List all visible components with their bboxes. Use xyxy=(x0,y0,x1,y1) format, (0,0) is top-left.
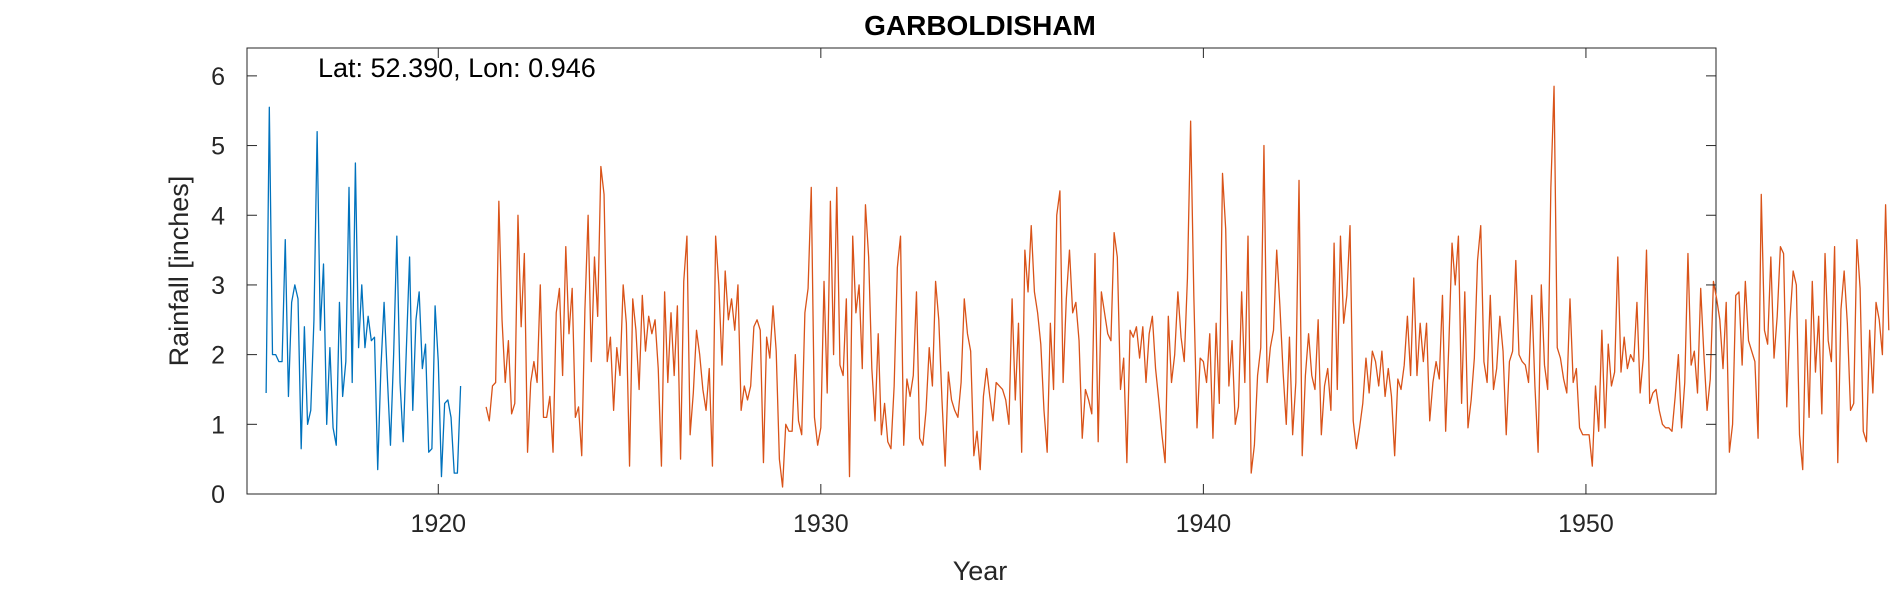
series-layer xyxy=(265,85,1890,488)
series-line-2 xyxy=(485,85,1890,488)
chart-title: GARBOLDISHAM xyxy=(864,10,1096,41)
x-tick-label-1940: 1940 xyxy=(1176,510,1232,538)
y-axis-label: Rainfall [inches] xyxy=(164,176,194,367)
x-tick-label-1930: 1930 xyxy=(793,510,849,538)
x-tick-label-1950: 1950 xyxy=(1558,510,1614,538)
y-tick-label-1: 1 xyxy=(211,411,225,439)
x-axis-label: Year xyxy=(953,556,1008,586)
y-tick-label-0: 0 xyxy=(211,481,225,509)
y-tick-label-5: 5 xyxy=(211,133,225,161)
plot-area: 1920 1930 1940 1950 0 1 2 3 4 5 6 xyxy=(211,47,1890,538)
y-tick-label-2: 2 xyxy=(211,342,225,370)
x-tick-label-1920: 1920 xyxy=(410,510,466,538)
y-tick-label-3: 3 xyxy=(211,272,225,300)
y-axis-ticks: 0 1 2 3 4 5 6 xyxy=(211,63,1716,509)
location-annotation: Lat: 52.390, Lon: 0.946 xyxy=(318,53,596,83)
series-line-1 xyxy=(265,106,462,478)
y-tick-label-6: 6 xyxy=(211,63,225,91)
y-tick-label-4: 4 xyxy=(211,202,225,230)
x-axis-ticks: 1920 1930 1940 1950 xyxy=(410,48,1614,538)
plot-frame xyxy=(246,47,1717,495)
